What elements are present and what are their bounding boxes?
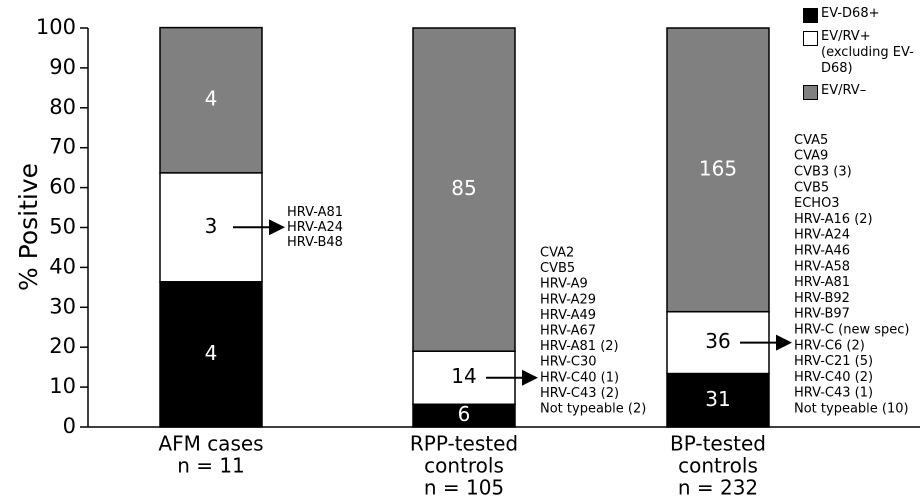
legend-swatch: [803, 85, 818, 100]
annotation: HRV-A9: [540, 277, 588, 292]
annotation: HRV-A81: [287, 205, 343, 220]
legend-swatch: [803, 31, 818, 46]
annotation: HRV-C40 (2): [794, 370, 873, 385]
y-tick-label: 60: [49, 175, 76, 199]
x-tick-label: n = 232: [678, 476, 758, 500]
x-tick-label: controls: [678, 454, 758, 478]
legend-item: EV/RV–: [803, 83, 921, 100]
x-tick-label: BP-tested: [670, 432, 766, 456]
count-label: 3: [205, 214, 218, 238]
annotation: CVA2: [540, 246, 574, 261]
annotation: CVB5: [540, 261, 575, 276]
annotation: HRV-A24: [287, 220, 343, 235]
count-label: 31: [705, 387, 730, 411]
count-label: 4: [205, 87, 218, 111]
y-tick-label: 0: [63, 414, 76, 438]
annotation: HRV-B97: [794, 307, 850, 322]
legend-item: EV/RV+ (excluding EV-D68): [803, 29, 921, 77]
annotation: HRV-A67: [540, 324, 596, 339]
x-tick-label: RPP-tested: [410, 432, 518, 456]
annotation: HRV-A29: [540, 292, 596, 307]
x-tick-label: n = 11: [177, 454, 245, 478]
annotation: HRV-C30: [540, 355, 597, 370]
annotation: HRV-A24: [794, 228, 850, 243]
annotation: HRV-B48: [287, 235, 343, 250]
bar-segment: [159, 26, 263, 174]
legend: EV-D68+ EV/RV+ (excluding EV-D68) EV/RV–: [803, 6, 921, 106]
y-tick-label: 40: [49, 254, 76, 278]
y-tick-label: 30: [49, 294, 76, 318]
legend-swatch: [803, 8, 818, 23]
annotation: HRV-A81 (2): [540, 339, 619, 354]
x-tick-label: controls: [424, 454, 504, 478]
y-tick-label: 90: [49, 55, 76, 79]
annotation: Not typeable (2): [540, 402, 646, 417]
y-tick-label: 20: [49, 334, 76, 358]
annotation: HRV-C43 (2): [540, 386, 619, 401]
count-label: 36: [705, 329, 730, 353]
annotation: HRV-C6 (2): [794, 338, 865, 353]
bar-segment: [159, 281, 263, 428]
annotation: HRV-A58: [794, 259, 850, 274]
legend-item: EV-D68+: [803, 6, 921, 23]
y-tick-label: 80: [49, 95, 76, 119]
annotation: ECHO3: [794, 196, 840, 211]
annotation: HRV-A16 (2): [794, 212, 873, 227]
annotation: HRV-A81: [794, 275, 850, 290]
x-tick-label: AFM cases: [158, 432, 263, 456]
y-tick-label: 70: [49, 135, 76, 159]
bar-segment: [666, 372, 770, 428]
count-label: 14: [451, 364, 476, 388]
annotation: HRV-C21 (5): [794, 354, 873, 369]
y-tick-label: 100: [36, 15, 76, 39]
annotation: CVA5: [794, 133, 828, 148]
annotation: HRV-C (new spec): [794, 323, 909, 338]
annotation: HRV-A49: [540, 308, 596, 323]
legend-label: EV-D68+: [821, 6, 880, 21]
bar-segment: [412, 27, 516, 352]
annotation: CVA9: [794, 149, 828, 164]
annotation: CVB3 (3): [794, 165, 852, 180]
legend-label: EV/RV+ (excluding EV-D68): [821, 29, 914, 76]
annotation: HRV-C40 (1): [540, 370, 619, 385]
x-tick-label: n = 105: [424, 476, 504, 500]
count-label: 85: [451, 176, 476, 200]
legend-label: EV/RV–: [821, 83, 867, 98]
annotation: CVB5: [794, 180, 829, 195]
count-label: 165: [699, 156, 737, 180]
annotation: Not typeable (10): [794, 402, 909, 417]
y-tick-label: 50: [49, 215, 76, 239]
count-label: 4: [205, 341, 218, 365]
annotation: HRV-C43 (1): [794, 386, 873, 401]
count-label: 6: [458, 402, 471, 426]
annotation: HRV-A46: [794, 244, 850, 259]
bar-segment: [666, 27, 770, 313]
y-axis-label: % Positive: [14, 163, 43, 291]
annotation: HRV-B92: [794, 291, 850, 306]
y-tick-label: 10: [49, 374, 76, 398]
